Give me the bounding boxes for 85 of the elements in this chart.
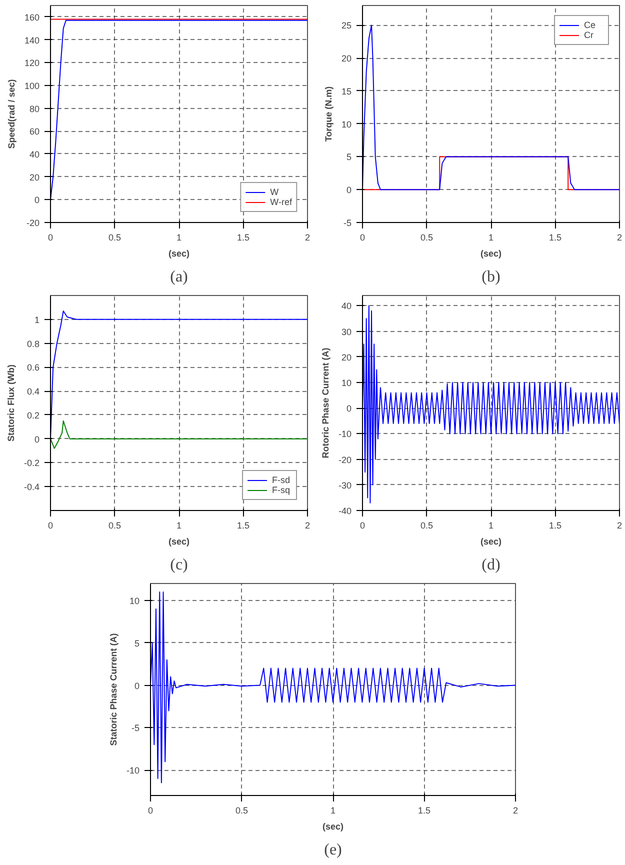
y-axis-title: Rotoric Phase Current (A)	[320, 348, 330, 458]
x-tick-label: 1	[488, 232, 494, 242]
x-tick-label: 0.5	[108, 520, 122, 530]
y-tick-label: -0.2	[24, 458, 40, 468]
y-tick-label: 5	[346, 152, 352, 162]
x-tick-label: 0	[48, 520, 54, 530]
x-tick-label: 0	[48, 232, 54, 242]
text: (a)	[170, 268, 188, 286]
y-tick-label: -5	[344, 218, 352, 228]
text: (c)	[170, 556, 188, 574]
x-tick-label: 0.5	[108, 232, 122, 242]
x-tick-label: 1	[176, 520, 182, 530]
y-axis-title: Statoric Phase Current (A)	[108, 633, 118, 746]
y-tick-label: 0	[134, 680, 140, 691]
y-tick-label: 10	[341, 119, 352, 130]
x-axis-title: (sec)	[480, 536, 502, 546]
legend-label: W-ref	[270, 197, 292, 207]
y-tick-label: -40	[338, 506, 352, 516]
legend-label: Ce	[584, 20, 597, 30]
x-tick-label: 1	[176, 232, 182, 242]
y-tick-label: 0	[34, 195, 40, 206]
y-axis-title: Statoric Flux (Wb)	[6, 364, 16, 442]
y-tick-label: 140	[24, 35, 40, 46]
y-tick-label: 80	[29, 104, 40, 114]
x-tick-label: 1	[488, 520, 494, 530]
y-tick-label: 0.4	[26, 386, 40, 397]
y-tick-label: 0.2	[26, 410, 40, 420]
y-tick-label: 160	[24, 12, 40, 22]
y-axis-title: Torque (N.m)	[323, 86, 334, 142]
y-tick-label: 1	[34, 314, 40, 325]
y-tick-label: -10	[338, 429, 352, 440]
text: (b)	[482, 268, 500, 286]
x-tick-label: 0.5	[420, 520, 434, 530]
y-tick-label: 15	[341, 86, 352, 96]
x-tick-label: 1.5	[236, 232, 250, 242]
y-tick-label: 10	[341, 378, 352, 388]
x-tick-label: 1.5	[418, 806, 431, 816]
y-tick-label: -5	[132, 723, 140, 734]
x-axis-title: (sec)	[480, 248, 502, 258]
y-tick-label: 40	[341, 301, 352, 312]
y-axis-title: Speed(rad / sec)	[6, 79, 16, 149]
y-tick-label: 20	[29, 172, 40, 182]
y-tick-label: 20	[341, 54, 352, 64]
y-tick-label: 0.6	[26, 362, 40, 373]
y-tick-label: -20	[338, 454, 352, 465]
x-tick-label: 1.5	[548, 520, 562, 530]
x-tick-label: 1	[330, 806, 336, 816]
legend-label: F-sq	[272, 485, 291, 495]
x-axis-title: (sec)	[168, 536, 190, 546]
x-tick-label: 2	[616, 520, 622, 530]
y-tick-label: 5	[134, 638, 140, 648]
y-tick-label: 10	[129, 596, 140, 606]
x-axis-title: (sec)	[322, 822, 344, 832]
x-tick-label: 0	[360, 232, 366, 242]
x-tick-label: 2	[304, 520, 310, 530]
y-tick-label: 100	[24, 80, 40, 91]
text: (e)	[324, 842, 342, 858]
y-tick-label: 0	[346, 185, 352, 196]
y-tick-label: 0	[34, 434, 40, 444]
y-tick-label: 30	[341, 326, 352, 337]
y-tick-label: -10	[126, 766, 140, 776]
y-tick-label: -30	[338, 480, 352, 490]
text: (d)	[482, 556, 500, 574]
x-axis-title: (sec)	[168, 248, 190, 258]
y-tick-label: 120	[24, 58, 40, 68]
y-tick-label: -20	[26, 218, 40, 228]
y-tick-label: 60	[29, 126, 40, 137]
y-tick-label: 20	[341, 352, 352, 362]
y-tick-label: 0	[346, 404, 352, 414]
x-tick-label: 1.5	[236, 520, 250, 530]
legend-label: F-sd	[272, 475, 291, 485]
y-tick-label: 40	[29, 149, 40, 160]
x-tick-label: 2	[616, 232, 622, 242]
x-tick-label: 0.5	[235, 806, 248, 816]
legend-label: W	[270, 187, 280, 197]
y-tick-label: 25	[341, 20, 352, 31]
y-tick-label: -0.4	[24, 482, 40, 492]
x-tick-label: 2	[512, 806, 518, 816]
legend-label: Cr	[584, 30, 594, 40]
x-tick-label: 0.5	[420, 232, 434, 242]
x-tick-label: 2	[304, 232, 310, 242]
y-tick-label: 0.8	[26, 338, 40, 349]
x-tick-label: 1.5	[548, 232, 562, 242]
x-tick-label: 0	[148, 806, 154, 816]
x-tick-label: 0	[360, 520, 366, 530]
